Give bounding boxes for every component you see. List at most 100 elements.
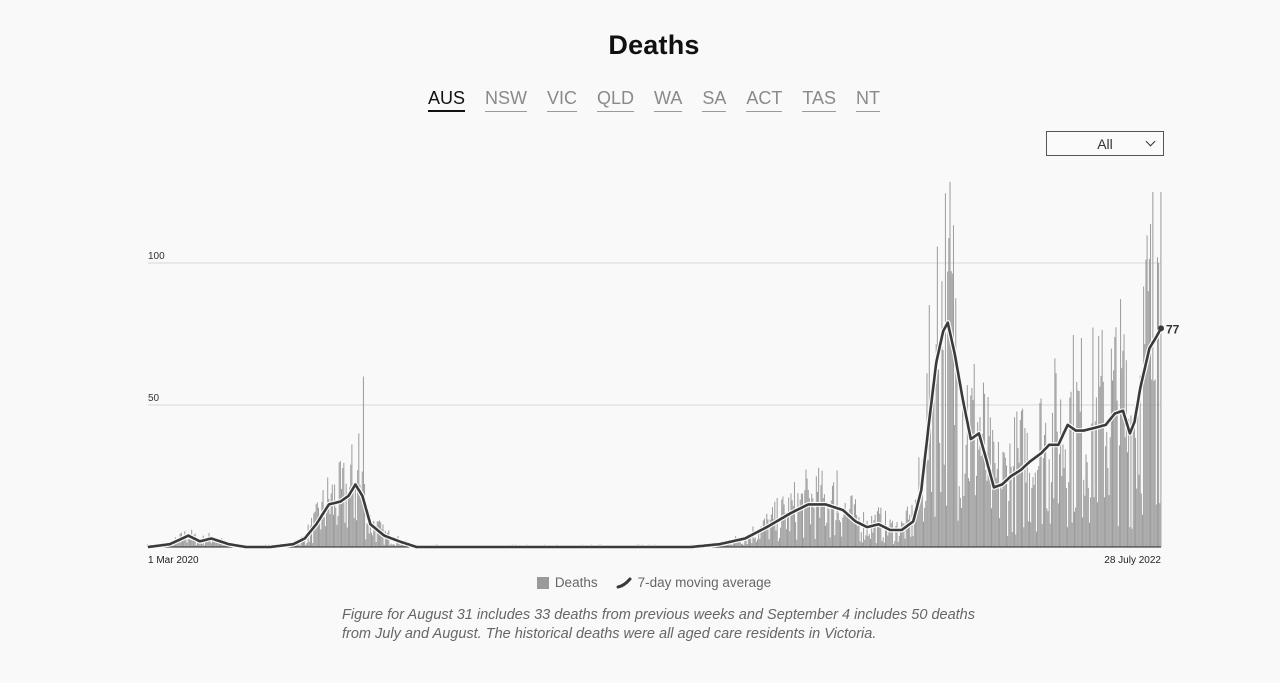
tab-nt[interactable]: NT <box>856 87 881 112</box>
bar <box>899 532 901 547</box>
bar <box>835 520 837 547</box>
tab-nsw[interactable]: NSW <box>484 87 527 112</box>
bar <box>916 512 918 547</box>
bar <box>304 538 306 547</box>
bar <box>312 543 314 547</box>
bar <box>740 544 742 547</box>
tab-wa[interactable]: WA <box>654 87 683 112</box>
bar <box>829 537 831 547</box>
bar <box>731 544 733 547</box>
bar <box>354 488 356 547</box>
legend-label-deaths: Deaths <box>554 575 598 590</box>
tab-vic[interactable]: VIC <box>546 87 577 112</box>
bar <box>172 545 174 547</box>
bar <box>761 526 763 547</box>
bar <box>881 541 883 547</box>
bar <box>823 494 825 547</box>
bar <box>988 436 990 547</box>
bar <box>1085 454 1087 547</box>
bar <box>903 523 905 547</box>
tab-tas[interactable]: TAS <box>802 87 837 112</box>
bar <box>395 545 397 547</box>
bar <box>367 513 369 547</box>
bar <box>205 541 207 547</box>
range-select-value: All <box>1097 136 1113 152</box>
bar <box>376 521 378 547</box>
bar <box>1159 503 1161 547</box>
bar <box>1125 360 1127 547</box>
bar <box>967 478 969 547</box>
bar <box>359 484 361 547</box>
bar <box>759 538 761 547</box>
bar <box>199 541 201 547</box>
bar <box>1067 527 1069 547</box>
bar <box>1017 447 1019 547</box>
bar <box>769 519 771 547</box>
bar <box>799 499 801 547</box>
bar <box>1048 459 1050 547</box>
bar <box>391 544 393 547</box>
bar <box>345 483 347 547</box>
bar <box>214 541 216 547</box>
bar <box>803 537 805 547</box>
tab-qld[interactable]: QLD <box>597 87 635 112</box>
bar <box>819 517 821 547</box>
bar <box>789 531 791 547</box>
bar <box>1140 493 1142 547</box>
bar <box>1097 502 1099 547</box>
bar <box>872 532 874 547</box>
tab-act[interactable]: ACT <box>746 87 783 112</box>
bar <box>917 505 919 547</box>
bar <box>940 492 942 547</box>
bar <box>943 464 945 547</box>
bar <box>844 503 846 547</box>
bar <box>1155 504 1157 547</box>
bar <box>1093 497 1095 547</box>
bar <box>795 522 797 547</box>
range-select[interactable]: All <box>1046 131 1164 156</box>
bar <box>995 477 997 547</box>
bar <box>1050 482 1052 547</box>
bar <box>1090 497 1092 547</box>
bar <box>1002 451 1004 547</box>
bar <box>1060 399 1062 547</box>
bar <box>1137 398 1139 547</box>
bar <box>919 498 921 547</box>
bar <box>1112 380 1113 547</box>
bar <box>1009 443 1011 547</box>
bar <box>373 521 375 547</box>
bar <box>366 523 368 547</box>
bar <box>1040 398 1042 547</box>
bar <box>820 485 822 547</box>
bar <box>775 530 777 547</box>
bar <box>766 513 768 547</box>
bar <box>1098 335 1100 547</box>
last-value-dot <box>1158 325 1164 332</box>
bar <box>1147 291 1149 547</box>
bar <box>349 487 351 547</box>
bar <box>1014 417 1016 547</box>
bar <box>927 460 929 547</box>
bar <box>852 520 854 547</box>
bar <box>896 522 898 547</box>
bar <box>1001 489 1003 547</box>
tab-aus[interactable]: AUS <box>427 87 465 112</box>
bar <box>994 463 996 547</box>
bar <box>935 344 937 547</box>
bar <box>842 517 844 547</box>
bar <box>822 498 824 547</box>
bar <box>381 529 383 547</box>
bar <box>970 395 972 547</box>
bar <box>321 501 323 547</box>
bar <box>936 246 938 547</box>
bar <box>952 225 954 547</box>
bar <box>309 525 311 547</box>
tab-sa[interactable]: SA <box>702 87 727 112</box>
bar <box>1011 532 1013 547</box>
bar <box>980 456 982 547</box>
bar <box>1129 527 1131 547</box>
bar <box>1106 431 1108 547</box>
bar <box>1110 348 1112 547</box>
bar <box>1136 488 1138 547</box>
